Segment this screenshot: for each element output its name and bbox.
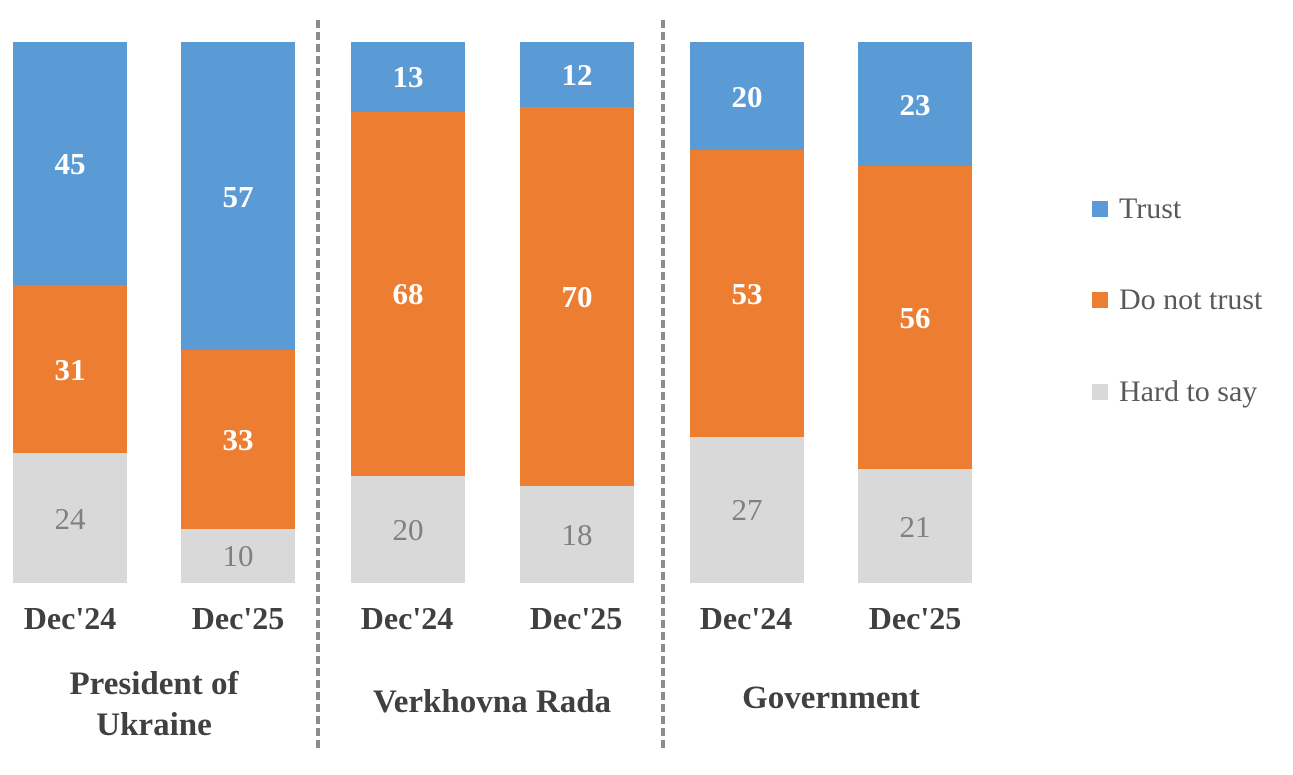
value-label: 56 bbox=[899, 300, 931, 336]
segment-hard-to-say: 18 bbox=[520, 485, 634, 583]
value-label: 53 bbox=[731, 276, 763, 312]
segment-trust: 13 bbox=[351, 42, 465, 112]
group-label-government: Government bbox=[742, 680, 920, 716]
value-label: 27 bbox=[731, 492, 763, 528]
hard-to-say-swatch-icon bbox=[1092, 384, 1108, 400]
trust-swatch-icon bbox=[1092, 201, 1108, 217]
do-not-trust-swatch-icon bbox=[1092, 292, 1108, 308]
x-axis-label: Dec'24 bbox=[699, 600, 793, 636]
value-label: 20 bbox=[392, 511, 424, 547]
segment-trust: 20 bbox=[690, 42, 804, 151]
segment-hard-to-say: 20 bbox=[351, 475, 465, 583]
segment-do-not-trust: 56 bbox=[858, 166, 972, 470]
value-label: 23 bbox=[899, 86, 931, 122]
bar-president-dec25: 57 33 10 bbox=[181, 42, 295, 583]
value-label: 13 bbox=[392, 59, 424, 95]
group-label-president: President of Ukraine bbox=[69, 666, 239, 744]
x-axis-label: Dec'25 bbox=[529, 600, 623, 636]
legend-label: Do not trust bbox=[1119, 283, 1263, 316]
value-label: 18 bbox=[561, 516, 593, 552]
value-label: 68 bbox=[392, 276, 424, 312]
segment-hard-to-say: 24 bbox=[13, 453, 127, 583]
group-label-verkhovna-rada: Verkhovna Rada bbox=[372, 684, 612, 720]
value-label: 33 bbox=[222, 422, 254, 458]
value-label: 20 bbox=[731, 78, 763, 114]
bar-president-dec24: 45 31 24 bbox=[13, 42, 127, 583]
legend-item-hard-to-say: Hard to say bbox=[1092, 377, 1257, 407]
value-label: 24 bbox=[54, 500, 86, 536]
bar-verkhovna-rada-dec25: 12 70 18 bbox=[520, 42, 634, 583]
x-axis-label: Dec'24 bbox=[23, 600, 117, 636]
value-label: 31 bbox=[54, 351, 86, 387]
segment-do-not-trust: 53 bbox=[690, 150, 804, 437]
value-label: 57 bbox=[222, 178, 254, 214]
segment-do-not-trust: 68 bbox=[351, 111, 465, 476]
segment-do-not-trust: 70 bbox=[520, 106, 634, 486]
segment-hard-to-say: 27 bbox=[690, 436, 804, 583]
value-label: 45 bbox=[54, 146, 86, 182]
segment-trust: 45 bbox=[13, 42, 127, 286]
segment-trust: 57 bbox=[181, 42, 295, 351]
group-divider-line bbox=[316, 20, 320, 748]
bar-government-dec24: 20 53 27 bbox=[690, 42, 804, 583]
segment-hard-to-say: 21 bbox=[858, 469, 972, 583]
group-divider-line bbox=[661, 20, 665, 748]
legend-item-trust: Trust bbox=[1092, 194, 1181, 224]
bar-government-dec25: 23 56 21 bbox=[858, 42, 972, 583]
value-label: 70 bbox=[561, 278, 593, 314]
bar-verkhovna-rada-dec24: 13 68 20 bbox=[351, 42, 465, 583]
x-axis-label: Dec'24 bbox=[360, 600, 454, 636]
segment-trust: 12 bbox=[520, 42, 634, 107]
x-axis-label: Dec'25 bbox=[868, 600, 962, 636]
x-axis-label: Dec'25 bbox=[191, 600, 285, 636]
segment-hard-to-say: 10 bbox=[181, 528, 295, 583]
legend-label: Trust bbox=[1119, 192, 1182, 225]
segment-trust: 23 bbox=[858, 42, 972, 167]
value-label: 10 bbox=[222, 538, 254, 574]
segment-do-not-trust: 31 bbox=[13, 285, 127, 454]
value-label: 21 bbox=[899, 508, 931, 544]
value-label: 12 bbox=[561, 56, 593, 92]
legend-label: Hard to say bbox=[1119, 375, 1258, 408]
segment-do-not-trust: 33 bbox=[181, 350, 295, 529]
legend-item-do-not-trust: Do not trust bbox=[1092, 285, 1262, 315]
